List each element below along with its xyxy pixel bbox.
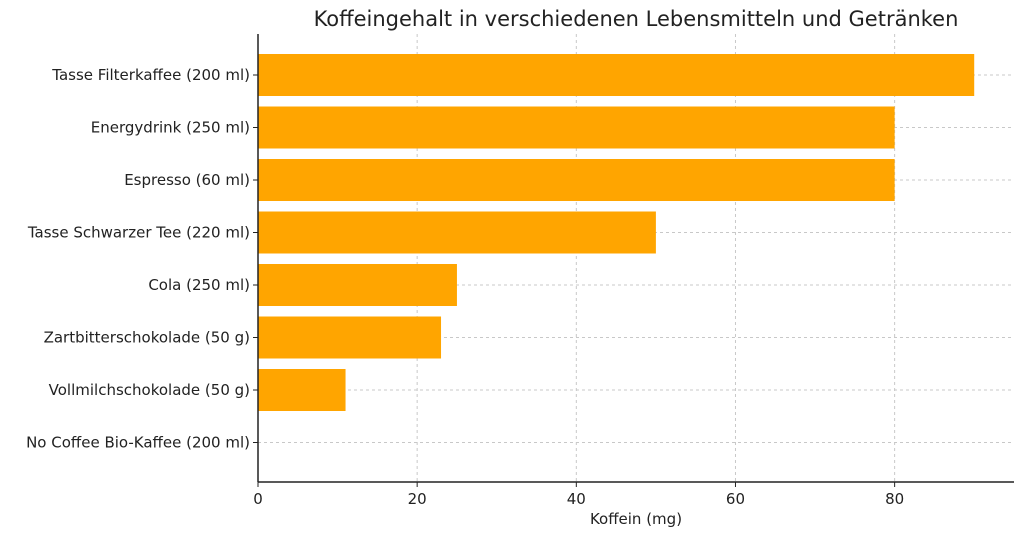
y-tick-label: Energydrink (250 ml) <box>91 119 250 137</box>
bars <box>258 54 975 411</box>
x-tick-labels: 0 20 40 60 80 <box>253 490 904 508</box>
y-tick-label: No Coffee Bio-Kaffee (200 ml) <box>26 434 250 452</box>
y-tick-label: Vollmilchschokolade (50 g) <box>49 381 250 399</box>
grid <box>258 34 1014 482</box>
bar <box>258 316 442 359</box>
bar <box>258 264 457 306</box>
y-tick-label: Zartbitterschokolade (50 g) <box>44 329 250 347</box>
y-tick-label: Tasse Schwarzer Tee (220 ml) <box>27 224 250 242</box>
x-tick-label: 40 <box>567 490 586 508</box>
y-tick-label: Espresso (60 ml) <box>124 171 250 189</box>
y-tick-labels: Tasse Filterkaffee (200 ml) Energydrink (… <box>26 66 250 452</box>
x-axis-title: Koffein (mg) <box>590 510 682 528</box>
x-tick-label: 20 <box>408 490 427 508</box>
y-tick-label: Tasse Filterkaffee (200 ml) <box>51 66 250 84</box>
bar <box>258 54 975 96</box>
x-tick-label: 80 <box>885 490 904 508</box>
x-tick-label: 0 <box>253 490 263 508</box>
bar <box>258 369 346 411</box>
bar <box>258 159 895 201</box>
chart-title: Koffeingehalt in verschiedenen Lebensmit… <box>314 7 959 31</box>
y-tick-label: Cola (250 ml) <box>148 276 250 294</box>
bar <box>258 211 656 254</box>
x-tick-label: 60 <box>726 490 745 508</box>
axes <box>253 34 1014 487</box>
bar <box>258 106 895 149</box>
